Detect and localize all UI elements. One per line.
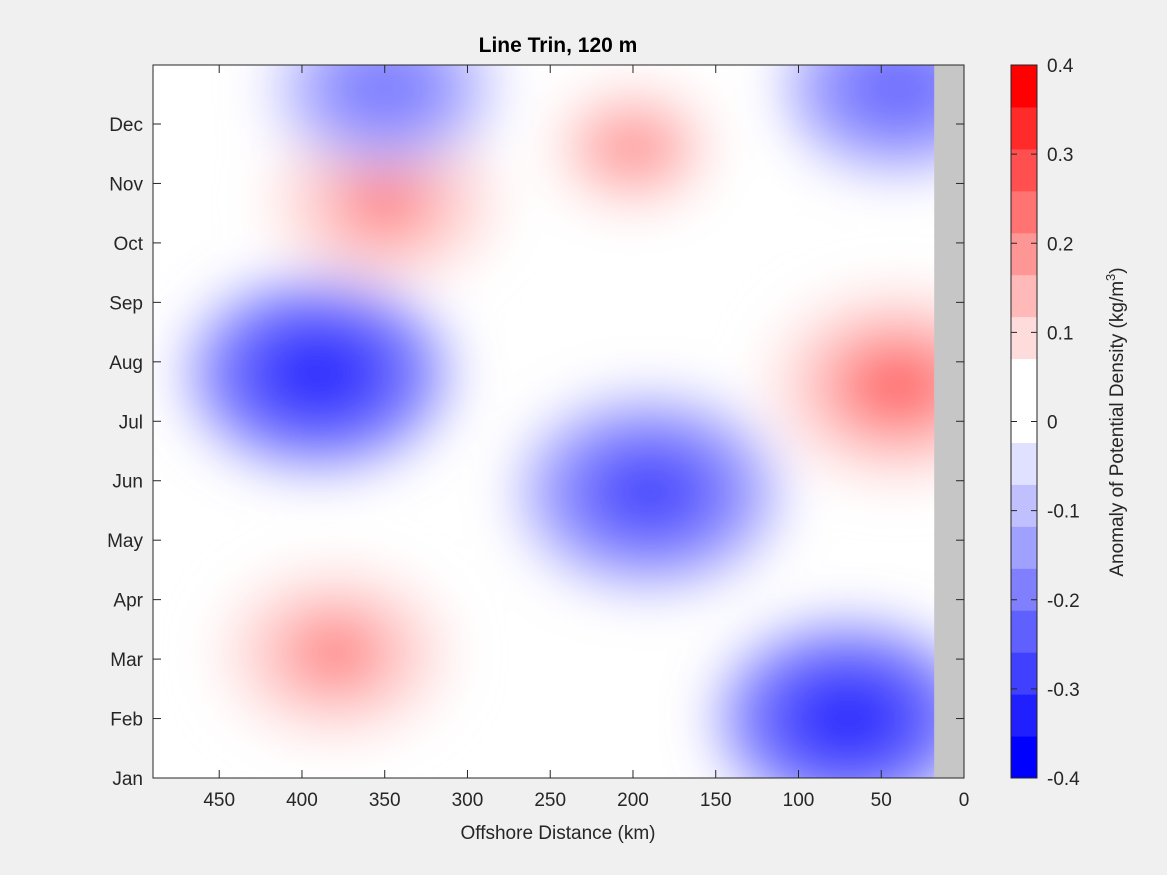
y-tick-label: Jan (112, 769, 143, 790)
negative-anomaly-summer-offshore (282, 345, 355, 402)
colorbar-label: Anomaly of Potential Density (kg/m3) (1103, 267, 1128, 576)
colorbar-tick-label: 0.2 (1047, 234, 1073, 255)
colorbar-tick-label: 0.3 (1047, 145, 1073, 166)
x-tick-label: 250 (534, 790, 566, 811)
x-tick-label: 450 (203, 790, 235, 811)
colorbar-segment (1011, 190, 1037, 234)
colorbar-tick-label: -0.3 (1047, 680, 1080, 701)
negative-anomaly-december-offshore (348, 65, 421, 117)
y-tick-label: Nov (109, 174, 143, 195)
colorbar-tick-label: -0.2 (1047, 591, 1080, 612)
colorbar-segment (1011, 736, 1037, 779)
colorbar-segment (1011, 568, 1037, 611)
y-tick-label: Feb (110, 710, 143, 731)
colorbar-segment (1011, 694, 1037, 737)
x-axis-label: Offshore Distance (km) (461, 823, 656, 844)
chart-title: Line Trin, 120 m (479, 34, 638, 57)
x-tick-label: 200 (617, 790, 649, 811)
x-tick-label: 350 (369, 790, 401, 811)
colorbar-segment (1011, 358, 1037, 402)
positive-anomaly-winter-spring (299, 625, 372, 682)
colorbar-tick-label: -0.4 (1047, 769, 1080, 790)
x-tick-label: 0 (959, 790, 970, 811)
colorbar-segment (1011, 652, 1037, 695)
x-tick-label: 100 (783, 790, 815, 811)
colorbar-segment (1011, 65, 1037, 108)
colorbar-segment (1011, 316, 1037, 360)
negative-anomaly-winter-nearshore (812, 690, 885, 747)
colorbar-segment (1011, 526, 1037, 569)
y-tick-label: Dec (109, 115, 143, 136)
y-tick-label: Apr (113, 591, 143, 612)
y-tick-label: Jul (119, 412, 143, 433)
y-axis: Jan Feb Mar Apr May Jun Jul Aug Sep Oct Nov Dec (107, 115, 964, 790)
colorbar-segment (1011, 232, 1037, 276)
x-tick-label: 400 (286, 790, 318, 811)
anomaly-field (192, 65, 964, 778)
negative-anomaly-december-nearshore (861, 65, 934, 117)
colorbar: 0.4 0.3 0.2 0.1 0 -0.1 -0.2 -0.3 -0.4 (1010, 56, 1080, 790)
negative-anomaly-june-mid (613, 464, 686, 521)
colorbar-tick-label: 0 (1047, 413, 1058, 434)
x-tick-label: 150 (700, 790, 732, 811)
y-tick-label: Jun (112, 472, 143, 493)
colorbar-segment (1011, 106, 1037, 150)
y-tick-label: Aug (109, 353, 143, 374)
y-tick-label: Mar (110, 650, 143, 671)
x-tick-label: 50 (871, 790, 892, 811)
colorbar-tick-label: 0.1 (1047, 323, 1073, 344)
plot-area (153, 65, 964, 778)
colorbar-segment (1011, 148, 1037, 192)
colorbar-segment (1011, 484, 1037, 527)
x-axis: 450 400 350 300 250 200 150 100 50 0 (203, 65, 969, 811)
y-tick-label: May (107, 531, 143, 552)
positive-anomaly-late-autumn-mid (596, 119, 669, 176)
colorbar-segment (1011, 442, 1037, 485)
colorbar-segment (1011, 610, 1037, 653)
x-tick-label: 300 (452, 790, 484, 811)
y-tick-label: Oct (113, 234, 143, 255)
y-tick-label: Sep (109, 293, 143, 314)
positive-anomaly-autumn-offshore (348, 173, 421, 230)
positive-anomaly-nearshore-summer (861, 357, 934, 414)
colorbar-segment (1011, 274, 1037, 318)
colorbar-tick-label: -0.1 (1047, 502, 1080, 523)
colorbar-tick-label: 0.4 (1047, 56, 1074, 77)
